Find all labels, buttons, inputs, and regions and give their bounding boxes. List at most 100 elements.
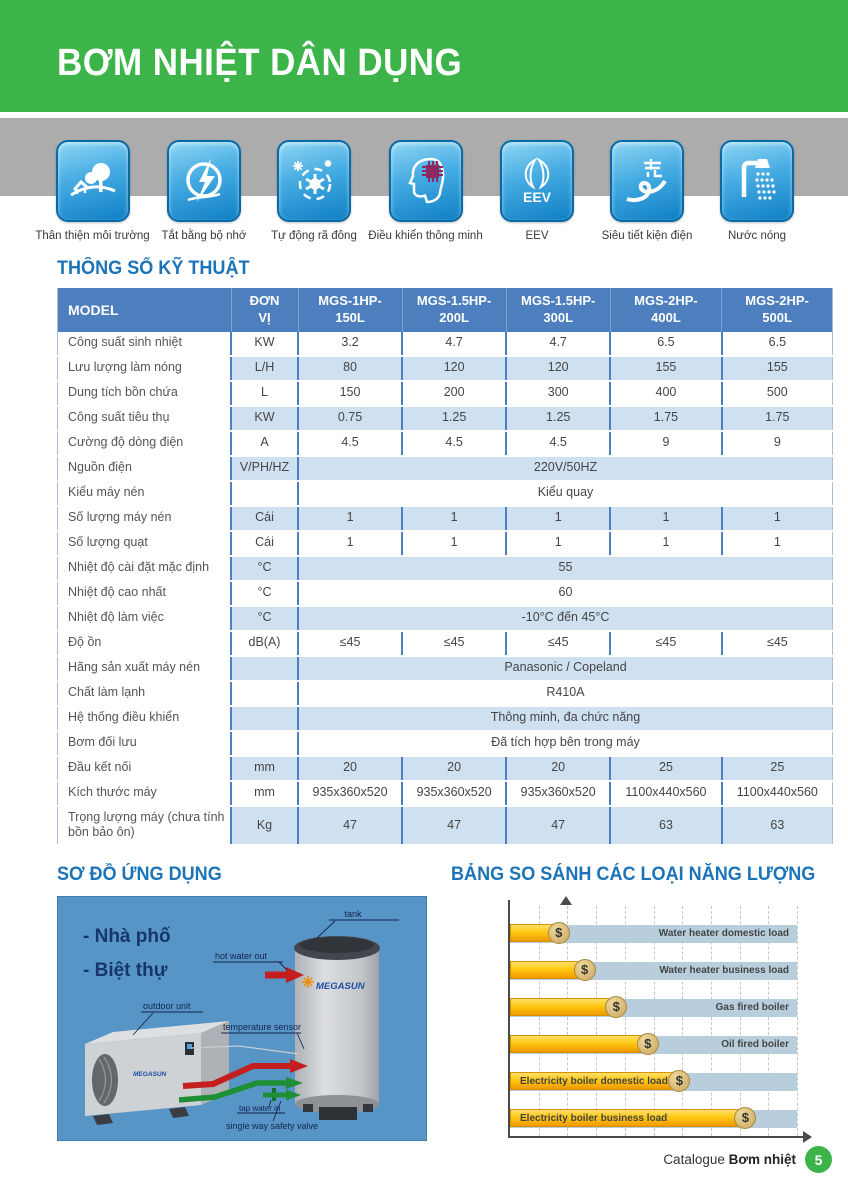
page-title: BƠM NHIỆT DÂN DỤNG [57,41,463,84]
spec-label-cell: Kiểu máy nén [57,480,232,507]
table-row: Công suất sinh nhiệt KW 3.2 4.7 4.7 6.5 6.5 [57,331,833,357]
spec-unit-cell: V/PH/HZ [231,455,299,482]
table-row: Hệ thống điều khiển Thông minh, đa chức n… [57,705,833,732]
table-row: Số lượng quạt Cái 1 1 1 1 1 [57,530,833,557]
eev-glyph: EEV [523,157,552,205]
spec-value-cell: 63 [720,805,833,847]
gridline [797,906,798,1137]
feature-label: Điều khiển thông minh [368,230,483,242]
hot-water-out-arrow [265,967,304,984]
spec-unit-cell: A [231,430,299,457]
spec-value-cell: ≤45 [401,630,507,657]
spec-label-cell: Công suất tiêu thụ [57,405,232,432]
tap-water-in-label: tap water in [239,1104,280,1113]
spec-value-cell: 200 [401,380,507,407]
spec-value-cell: 60 [298,580,833,607]
table-row: Kiểu máy nén Kiểu quay [57,480,833,507]
spec-unit-cell [231,655,299,682]
spec-value-cell: 3.2 [298,331,403,357]
chart-bar-row: $ Electricity boiler business load [510,1107,797,1130]
feature-label: Thân thiện môi trường [35,230,150,242]
spec-value-cell: 1.25 [401,405,507,432]
spec-value-cell: 63 [609,805,722,847]
feature-label: Tự động rã đông [271,230,357,242]
spec-value-cell: ≤45 [720,630,833,657]
water-tank: MEGASUN [294,936,380,1121]
spec-unit-cell [231,680,299,707]
spec-value-cell: 935x360x520 [505,780,611,807]
spec-value-cell: 20 [401,755,507,782]
spec-value-cell: 155 [720,355,833,382]
spec-value-cell: 25 [720,755,833,782]
table-row: Nguồn điện V/PH/HZ 220V/50HZ [57,455,833,482]
column-header: MGS-2HP- 500L [721,288,833,332]
chart-bar-row: $ Electricity boiler domestic load [510,1070,797,1093]
spec-label-cell: Đầu kết nối [57,755,232,782]
spec-value-cell: 935x360x520 [401,780,507,807]
spec-value-cell: 120 [505,355,611,382]
energy-chart-column: BẢNG SO SÁNH CÁC LOẠI NĂNG LƯỢNG $ Water … [451,864,847,1146]
catalogue-bold-word: Bơm nhiệt [728,1152,796,1167]
spec-value-cell: 935x360x520 [298,780,403,807]
sensor-wire [190,1045,300,1055]
spec-label-cell: Lưu lượng làm nóng [57,355,232,382]
spec-unit-cell: Cái [231,505,299,532]
spec-label-cell: Cường độ dòng điện [57,430,232,457]
spec-unit-cell: °C [231,555,299,582]
bar-label: Water heater domestic load [658,928,789,940]
chart-x-axis [508,1136,803,1139]
bullet-biet-thu: - Biệt thự [83,960,168,981]
gridline [682,906,684,1137]
spec-value-cell: Panasonic / Copeland [298,655,833,682]
house-tree-eco-icon [55,140,130,222]
spec-label-cell: Số lượng máy nén [57,505,232,532]
spec-value-cell: 1 [401,530,507,557]
column-header: MGS-1.5HP- 200L [401,288,507,332]
spec-value-cell: 9 [609,430,722,457]
application-heading: SƠ ĐỒ ỨNG DỤNG [57,864,222,886]
spec-value-cell: 20 [298,755,403,782]
table-row: Đầu kết nối mm 20 20 20 25 25 [57,755,833,782]
table-row: Trọng lượng máy (chưa tính bồn bảo ôn) Kg… [57,805,833,847]
spec-value-cell: 9 [720,430,833,457]
feature-hot-water: Nước nóng [702,140,812,242]
column-header: MGS-1HP- 150L [297,288,403,332]
spec-value-cell: 1100x440x560 [609,780,722,807]
specs-table-body: Công suất sinh nhiệt KW 3.2 4.7 4.7 6.5 6.5 Lưu… [57,331,833,847]
gridline [596,906,598,1137]
chart-plot-area: $ Water heater domestic load $ Water heater… [510,896,798,1137]
table-row: Nhiệt độ cài đặt mặc định °C 55 [57,555,833,582]
bottom-section: SƠ ĐỒ ỨNG DỤNG - Nhà phố - Biệt thự [0,864,848,1146]
spec-value-cell: 1.75 [609,405,722,432]
energy-chart-heading: BẢNG SO SÁNH CÁC LOẠI NĂNG LƯỢNG [451,864,816,886]
spec-value-cell: ≤45 [298,630,403,657]
application-diagram: - Nhà phố - Biệt thự MEGASUN [56,895,428,1142]
outdoor-unit-label: outdoor unit [143,1001,191,1011]
column-header: ĐƠN VỊ [230,288,298,332]
head-chip-glyph [407,157,444,204]
spec-value-cell: 4.7 [505,331,611,357]
spec-value-cell: 4.5 [298,430,403,457]
eev-valve-icon: EEV [500,140,574,222]
temperature-sensor-label: temperature sensor [223,1022,301,1032]
spec-value-cell: 400 [609,380,722,407]
diagram-labels: tank hot water out outdoor unit temperat… [132,909,399,1131]
snowflake-defrost-icon [277,140,351,222]
spec-label-cell: Trọng lượng máy (chưa tính bồn bảo ôn) [57,805,232,847]
table-row: Kích thước máy mm 935x360x520 935x360x520 93… [57,780,833,807]
table-row: Cường độ dòng điện A 4.5 4.5 4.5 9 9 [57,430,833,457]
spec-value-cell: 220V/50HZ [298,455,833,482]
gridline [768,906,770,1137]
column-header: MGS-2HP- 400L [609,288,722,332]
spec-value-cell: 150 [298,380,403,407]
spec-value-cell: 4.5 [505,430,611,457]
energy-comparison-chart: $ Water heater domestic load $ Water heater… [451,896,847,1146]
spec-label-cell: Công suất sinh nhiệt [57,331,232,357]
spec-value-cell: 80 [298,355,403,382]
unit-brand-label: MEGASUN [133,1071,167,1078]
spec-value-cell: 1.75 [720,405,833,432]
feature-auto-defrost: Tự động rã đông [259,140,369,242]
eev-text: EEV [523,189,552,205]
bar-label: Oil fired boiler [721,1039,789,1051]
catalogue-label: Catalogue Bơm nhiệt [663,1152,796,1167]
